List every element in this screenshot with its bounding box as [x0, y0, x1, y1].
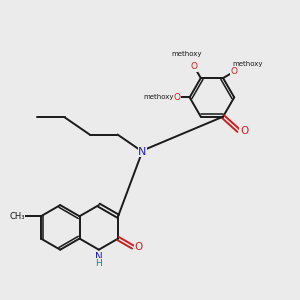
Text: methoxy: methoxy: [172, 51, 202, 57]
Text: H: H: [95, 259, 102, 268]
Text: O: O: [173, 93, 180, 102]
Text: methoxy: methoxy: [232, 61, 262, 67]
Text: N: N: [138, 146, 146, 157]
Text: CH₃: CH₃: [9, 212, 25, 221]
Text: methoxy: methoxy: [143, 94, 174, 100]
Text: O: O: [191, 62, 198, 71]
Text: O: O: [231, 67, 238, 76]
Text: N: N: [95, 251, 103, 262]
Text: O: O: [240, 126, 248, 136]
Text: O: O: [134, 242, 142, 252]
